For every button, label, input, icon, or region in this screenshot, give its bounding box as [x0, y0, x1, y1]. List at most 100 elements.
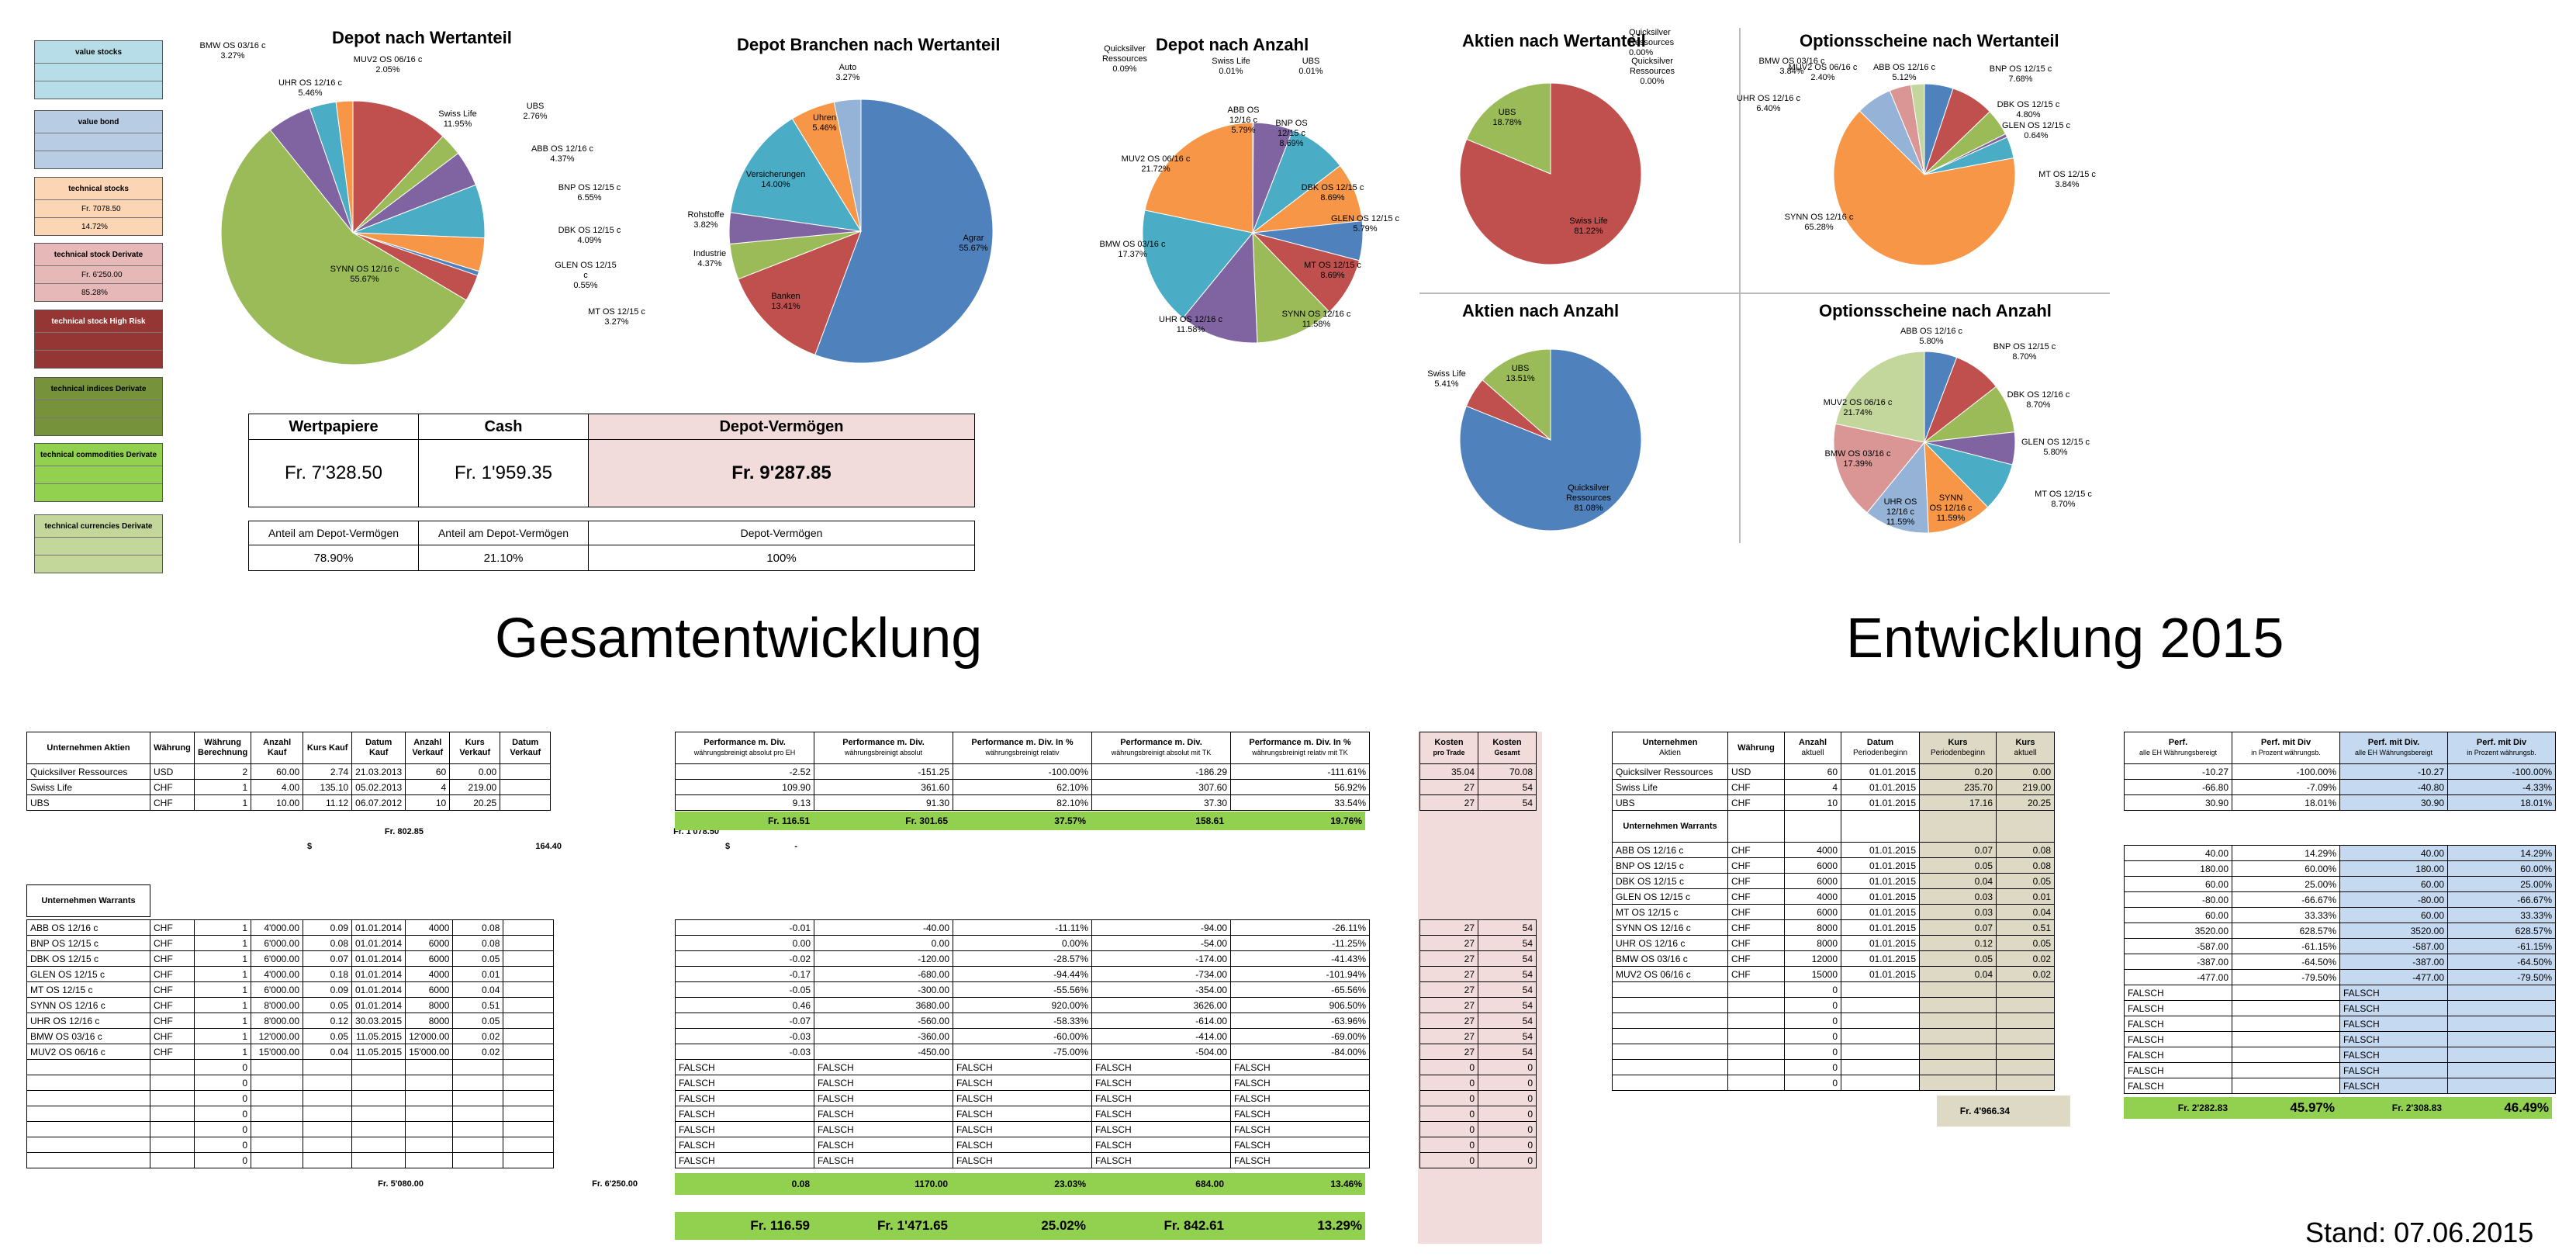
table-cell: 8000	[1784, 919, 1841, 936]
table-cell: CHF	[1727, 779, 1785, 795]
pie-label: 5.46%	[812, 123, 836, 133]
pie-label: UBS	[1512, 364, 1530, 373]
table-cell	[503, 935, 555, 951]
table-cell: 0.04	[1996, 904, 2055, 920]
table-row: Swiss Life CHF 1 4.00 135.10 05.02.2013 4 219.0…	[26, 779, 552, 795]
table-cell: 3520.00	[2124, 922, 2232, 939]
table-row: SYNN OS 12/16 c CHF 8000 01.01.2015 0.07 0.51	[1612, 919, 2055, 936]
table-row: 27 54	[1419, 997, 1537, 1013]
table-cell	[351, 1106, 406, 1122]
column-header: Perf. mit Div in Prozent währungsb.	[2232, 732, 2340, 764]
table-cell: Quicksilver Ressources	[26, 763, 150, 780]
table-cell: -10.27	[2124, 763, 2232, 780]
table-cell	[2232, 1047, 2340, 1063]
table-cell: 1	[194, 1028, 251, 1044]
table-cell	[251, 1059, 303, 1075]
table-cell: FALSCH	[1091, 1137, 1231, 1153]
pie-label: 6.55%	[577, 193, 601, 202]
table-row: 0	[26, 1121, 555, 1137]
table-cell: 8000	[405, 1012, 454, 1029]
table-cell	[1612, 1059, 1728, 1075]
table-cell: -26.11%	[1230, 919, 1370, 936]
table-cell: 27	[1419, 779, 1478, 795]
table-cell	[1727, 1044, 1785, 1060]
total-cell: 19.76%	[1227, 812, 1365, 830]
table-cell: 1	[193, 794, 252, 811]
table-cell: -414.00	[1091, 1028, 1231, 1044]
table-cell: CHF	[1727, 950, 1785, 967]
total-cell: Fr. 2'308.83	[2338, 1097, 2445, 1119]
table-row: UBS CHF 1 10.00 11.12 06.07.2012 10 20.25	[26, 794, 552, 811]
table-cell: FALSCH	[1230, 1106, 1370, 1122]
table-row: DBK OS 12/15 c CHF 1 6'000.00 0.07 01.01.2014…	[26, 950, 555, 967]
table-cell: -174.00	[1091, 950, 1231, 967]
table-cell: Swiss Life	[1612, 779, 1728, 795]
table-cell	[2232, 1031, 2340, 1047]
table-cell: 0.00%	[953, 935, 1092, 951]
legend-group: value stocks	[34, 40, 163, 99]
table-cell: -61.15%	[2232, 938, 2340, 954]
pie-slice	[1144, 122, 1253, 234]
pie-slice	[1459, 348, 1642, 531]
table-cell: FALSCH	[2124, 1078, 2232, 1094]
table-cell: -387.00	[2124, 954, 2232, 970]
table-cell	[452, 1090, 504, 1106]
column-header: Anzahl Kauf	[251, 732, 304, 764]
pie-label: 4.37%	[550, 154, 574, 164]
table-cell: 0.07	[303, 950, 352, 967]
legend-value	[35, 538, 162, 556]
table-cell: FALSCH	[2124, 1047, 2232, 1063]
table-cell: 54	[1478, 779, 1537, 795]
table-row: -0.02 -120.00 -28.57% -174.00 -41.43%	[675, 950, 1370, 967]
table-cell	[2447, 1000, 2556, 1016]
table-cell: 21.03.2013	[351, 763, 406, 780]
table-cell	[26, 1137, 150, 1153]
table-cell	[303, 1152, 352, 1168]
table-row: 35.04 70.08	[1419, 763, 1537, 780]
table-cell	[1727, 810, 1785, 843]
table-cell: FALSCH	[2339, 1000, 2448, 1016]
table-row: 27 54	[1419, 935, 1537, 951]
column-header: Perf. alle EH Währungsbereigt	[2124, 732, 2232, 764]
table-cell	[452, 1137, 504, 1153]
table-cell: 27	[1419, 1044, 1478, 1060]
table-row: 0	[1612, 981, 2055, 998]
table-row: 30.90 18.01% 30.90 18.01%	[2124, 794, 2556, 811]
table-cell: -477.00	[2339, 969, 2448, 985]
table-cell: 40.00	[2339, 845, 2448, 861]
table-row: MUV2 OS 06/16 c CHF 15000 01.01.2015 0.04 0.0…	[1612, 966, 2055, 982]
pie-label: GLEN OS 12/15 c	[1331, 214, 1400, 223]
table-cell	[1919, 1075, 1997, 1091]
table-cell	[1727, 1059, 1785, 1075]
pie-label: 8.69%	[1320, 271, 1344, 280]
table-row: MUV2 OS 06/16 c CHF 1 15'000.00 0.04 11.05.20…	[26, 1044, 555, 1060]
pie-label: 6.40%	[1756, 104, 1780, 113]
table-cell: 01.01.2014	[351, 950, 406, 967]
table-cell: CHF	[1727, 919, 1785, 936]
table-cell: 30.03.2015	[351, 1012, 406, 1029]
sum-cell	[565, 839, 722, 853]
table-cell	[150, 1090, 195, 1106]
table-cell: FALSCH	[814, 1121, 953, 1137]
table-row: -0.05 -300.00 -55.56% -354.00 -65.56%	[675, 981, 1370, 998]
table-cell	[405, 1059, 454, 1075]
table-cell: 60	[1784, 763, 1841, 780]
table-cell: FALSCH	[2339, 1062, 2448, 1078]
table-cell: 1	[194, 997, 251, 1013]
table-cell: 0.51	[452, 997, 504, 1013]
table-row: -0.07 -560.00 -58.33% -614.00 -63.96%	[675, 1012, 1370, 1029]
table-cell	[1919, 1012, 1997, 1029]
pie-label: Quicksilver	[1568, 483, 1610, 493]
table-cell: FALSCH	[814, 1090, 953, 1106]
pie-label: 2.05%	[375, 65, 399, 74]
table-cell	[2232, 1000, 2340, 1016]
total-cell: Fr. 116.51	[675, 812, 813, 830]
table-cell: FALSCH	[2124, 1000, 2232, 1016]
table-row: 0	[26, 1090, 555, 1106]
table-cell	[503, 1075, 555, 1091]
table-cell: -66.67%	[2447, 891, 2556, 908]
table-row: DBK OS 12/15 c CHF 6000 01.01.2015 0.04 0.05	[1612, 873, 2055, 889]
table-cell: 10	[1784, 794, 1841, 811]
table-cell: BNP OS 12/15 c	[1612, 857, 1728, 874]
